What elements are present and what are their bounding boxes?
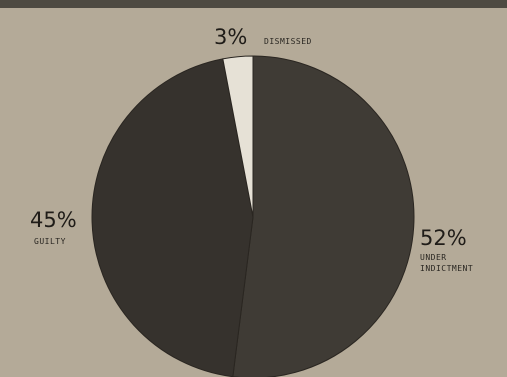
pie-slices bbox=[91, 55, 415, 377]
guilty-label: 45% GUILTY bbox=[30, 208, 77, 246]
under-indictment-label: 52% UNDER INDICTMENT bbox=[420, 226, 473, 273]
dismissed-category: DISMISSED bbox=[264, 37, 312, 46]
pie-slice-guilty bbox=[91, 58, 254, 377]
under-indictment-percent: 52% bbox=[420, 226, 467, 250]
dismissed-percent: 3% bbox=[214, 25, 247, 49]
pie-slice-under-indictment bbox=[232, 55, 415, 377]
under-indictment-category-line1: UNDER bbox=[420, 253, 447, 262]
guilty-category: GUILTY bbox=[34, 237, 66, 246]
pie-slice-dismissed bbox=[222, 55, 254, 218]
under-indictment-category-line2: INDICTMENT bbox=[420, 264, 473, 273]
top-border-band bbox=[0, 0, 507, 8]
dismissed-label: 3% DISMISSED bbox=[214, 25, 312, 49]
guilty-percent: 45% bbox=[30, 208, 77, 232]
